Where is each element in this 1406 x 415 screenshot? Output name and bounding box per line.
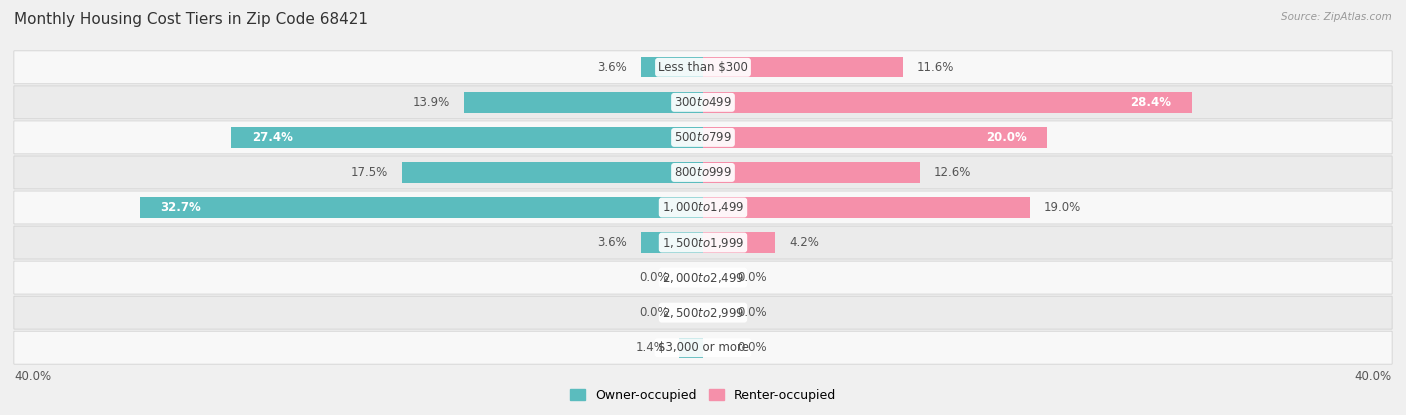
Text: 13.9%: 13.9% [412, 96, 450, 109]
Text: 0.0%: 0.0% [638, 271, 669, 284]
Bar [641, 232, 703, 253]
Text: 1.4%: 1.4% [636, 341, 665, 354]
Text: $1,000 to $1,499: $1,000 to $1,499 [662, 200, 744, 215]
Text: $2,500 to $2,999: $2,500 to $2,999 [662, 305, 744, 320]
Text: 11.6%: 11.6% [917, 61, 953, 74]
Text: Monthly Housing Cost Tiers in Zip Code 68421: Monthly Housing Cost Tiers in Zip Code 6… [14, 12, 368, 27]
Text: $500 to $799: $500 to $799 [673, 131, 733, 144]
Text: 20.0%: 20.0% [986, 131, 1026, 144]
Legend: Owner-occupied, Renter-occupied: Owner-occupied, Renter-occupied [565, 384, 841, 407]
Bar [402, 162, 703, 183]
Bar [139, 198, 703, 217]
Bar [703, 57, 903, 78]
FancyBboxPatch shape [14, 296, 1392, 329]
Text: $2,000 to $2,499: $2,000 to $2,499 [662, 271, 744, 285]
Text: $800 to $999: $800 to $999 [673, 166, 733, 179]
Text: $1,500 to $1,999: $1,500 to $1,999 [662, 236, 744, 249]
Text: 0.0%: 0.0% [738, 271, 768, 284]
Bar [641, 57, 703, 78]
Bar [703, 92, 1192, 112]
Text: Less than $300: Less than $300 [658, 61, 748, 74]
FancyBboxPatch shape [14, 86, 1392, 119]
Bar [703, 198, 1031, 217]
Bar [703, 232, 775, 253]
Bar [464, 92, 703, 112]
FancyBboxPatch shape [14, 121, 1392, 154]
FancyBboxPatch shape [14, 331, 1392, 364]
Text: 19.0%: 19.0% [1045, 201, 1081, 214]
FancyBboxPatch shape [14, 191, 1392, 224]
Bar [703, 162, 920, 183]
Bar [679, 337, 703, 358]
Bar [703, 127, 1047, 148]
Text: 28.4%: 28.4% [1130, 96, 1171, 109]
Text: 32.7%: 32.7% [160, 201, 201, 214]
Text: 27.4%: 27.4% [252, 131, 292, 144]
FancyBboxPatch shape [14, 226, 1392, 259]
Bar [231, 127, 703, 148]
FancyBboxPatch shape [14, 51, 1392, 84]
Text: 0.0%: 0.0% [738, 306, 768, 319]
Text: 3.6%: 3.6% [598, 61, 627, 74]
FancyBboxPatch shape [14, 156, 1392, 189]
FancyBboxPatch shape [14, 261, 1392, 294]
Text: 40.0%: 40.0% [1355, 371, 1392, 383]
Text: Source: ZipAtlas.com: Source: ZipAtlas.com [1281, 12, 1392, 22]
Text: 3.6%: 3.6% [598, 236, 627, 249]
Text: 40.0%: 40.0% [14, 371, 51, 383]
Text: $300 to $499: $300 to $499 [673, 96, 733, 109]
Text: 12.6%: 12.6% [934, 166, 972, 179]
Text: 4.2%: 4.2% [789, 236, 818, 249]
Text: 0.0%: 0.0% [638, 306, 669, 319]
Text: 17.5%: 17.5% [350, 166, 388, 179]
Text: $3,000 or more: $3,000 or more [658, 341, 748, 354]
Text: 0.0%: 0.0% [738, 341, 768, 354]
